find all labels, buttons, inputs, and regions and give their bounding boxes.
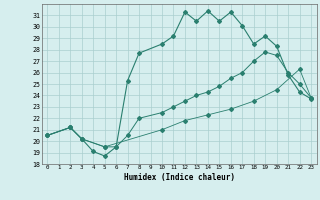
X-axis label: Humidex (Indice chaleur): Humidex (Indice chaleur) [124, 173, 235, 182]
